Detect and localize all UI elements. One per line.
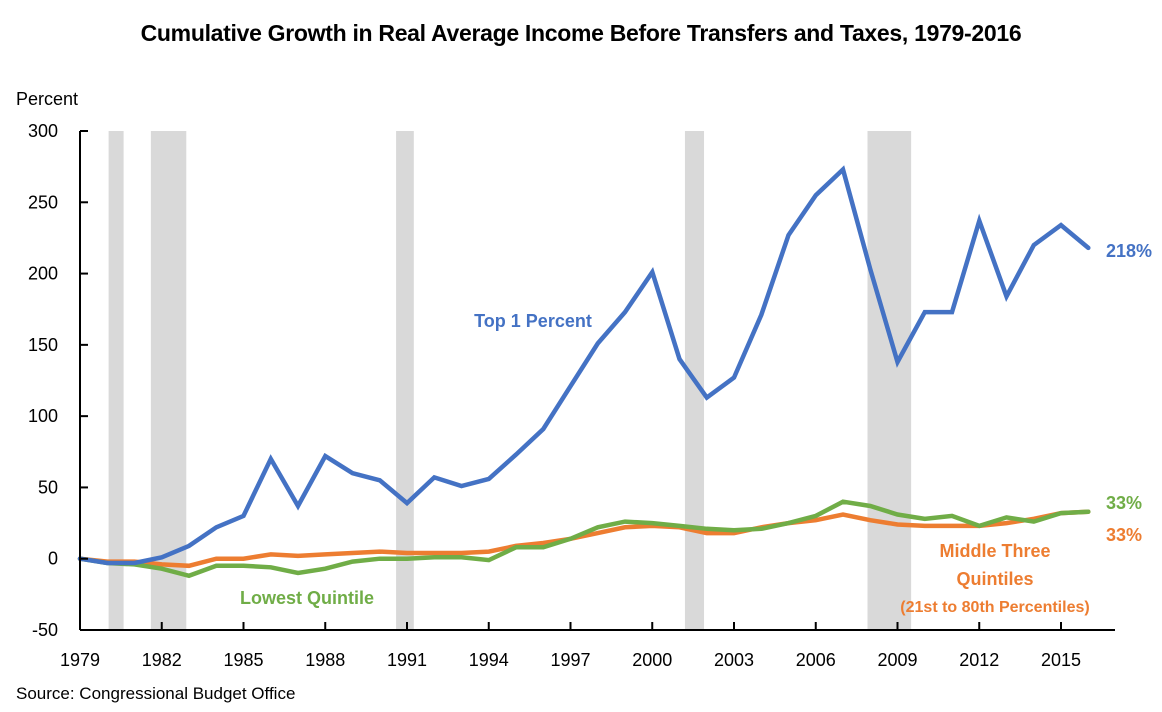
annotations: Top 1 Percent Lowest Quintile Middle Thr… — [240, 241, 1152, 616]
x-tick-label: 2000 — [632, 650, 672, 670]
recession-bands — [108, 131, 912, 630]
x-tick-label: 2015 — [1041, 650, 1081, 670]
y-tick-label: 150 — [28, 335, 58, 355]
series-line-lowest-quintile — [77, 499, 1091, 579]
lowest-quintile-annotation: Lowest Quintile — [240, 588, 374, 608]
middle-quintiles-annotation-line3: (21st to 80th Percentiles) — [900, 599, 1089, 616]
y-tick-label: 300 — [28, 121, 58, 141]
y-tick-label: 0 — [48, 549, 58, 569]
x-tick-label: 2003 — [714, 650, 754, 670]
x-tick-label: 1991 — [387, 650, 427, 670]
series-lines — [77, 165, 1091, 579]
x-tick-label: 1994 — [469, 650, 509, 670]
x-tick-label: 1979 — [60, 650, 100, 670]
y-tick-label: 100 — [28, 406, 58, 426]
y-tick-label: 250 — [28, 192, 58, 212]
y-axis-label: Percent — [16, 89, 79, 109]
lowest-quintile-end-label: 33% — [1106, 493, 1142, 513]
x-tick-label: 2006 — [796, 650, 836, 670]
x-tick-label: 1988 — [305, 650, 345, 670]
recession-band-1 — [150, 131, 187, 630]
top1-end-label: 218% — [1106, 241, 1152, 261]
x-tick-label: 1997 — [550, 650, 590, 670]
x-tick-label: 1982 — [142, 650, 182, 670]
x-tick-label: 2009 — [877, 650, 917, 670]
recession-band-4 — [867, 131, 912, 630]
axes: -50 0 50 100 150 200 250 300 1979 1982 1985 1988 199… — [28, 121, 1115, 670]
chart-title: Cumulative Growth in Real Average Income… — [140, 20, 1022, 46]
middle-quintiles-annotation-line2: Quintiles — [956, 569, 1033, 589]
middle-quintiles-end-label: 33% — [1106, 525, 1142, 545]
y-tick-label: 200 — [28, 264, 58, 284]
middle-quintiles-annotation-line1: Middle Three — [939, 541, 1050, 561]
series-line-top-1-percent — [77, 165, 1091, 566]
recession-band-2 — [396, 131, 414, 630]
recession-band-0 — [108, 131, 124, 630]
top1-annotation: Top 1 Percent — [474, 311, 592, 331]
source-note: Source: Congressional Budget Office — [16, 684, 296, 703]
x-tick-label: 2012 — [959, 650, 999, 670]
x-tick-label: 1985 — [223, 650, 263, 670]
series-line-middle-three-quintiles-21st-to-80th-percentiles — [77, 509, 1091, 569]
y-tick-label: 50 — [38, 477, 58, 497]
y-tick-label: -50 — [32, 620, 58, 640]
